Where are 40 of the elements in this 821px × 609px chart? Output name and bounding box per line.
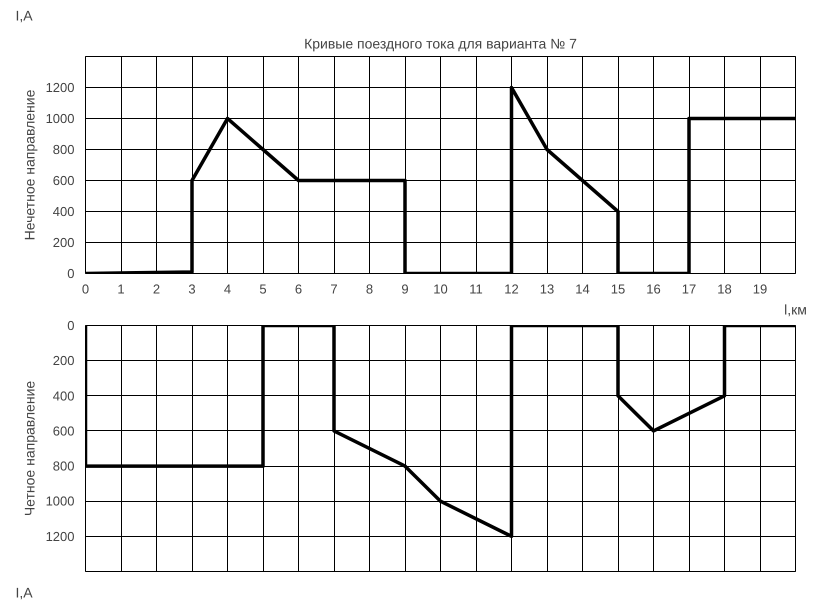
y-tick-label: 800 — [52, 142, 75, 157]
x-tick-label: 4 — [224, 282, 232, 296]
y-tick-label: 1000 — [46, 494, 74, 509]
y-tick-label: 400 — [52, 388, 75, 404]
y-tick-label: 600 — [52, 173, 75, 188]
y-tick-label: 400 — [52, 204, 75, 219]
x-tick-label: 16 — [646, 282, 661, 296]
x-tick-label: 9 — [401, 282, 409, 296]
y-tick-label: 1200 — [46, 528, 74, 544]
chart-title: Кривые поездного тока для варианта № 7 — [304, 36, 578, 52]
y-tick-label: 1000 — [46, 111, 74, 126]
y-axis-title: Нечетное направление — [22, 89, 38, 240]
x-tick-label: 19 — [752, 282, 768, 296]
y-axis-title: Четное направление — [22, 380, 38, 516]
text: I,A — [16, 584, 34, 600]
x-tick-label: 8 — [366, 282, 374, 296]
x-tick-label: 2 — [152, 282, 160, 296]
x-tick-label: 11 — [469, 282, 483, 296]
x-tick-label: 0 — [82, 282, 90, 296]
y-tick-label: 0 — [67, 318, 75, 333]
x-tick-label: 7 — [330, 282, 338, 296]
x-tick-label: 6 — [294, 282, 302, 296]
x-tick-label: 18 — [717, 282, 732, 296]
x-tick-label: 5 — [259, 282, 267, 296]
x-tick-label: 14 — [575, 282, 590, 296]
y-tick-label: 200 — [52, 235, 75, 250]
x-axis-title: l,км — [784, 302, 807, 318]
x-tick-label: 1 — [117, 282, 125, 296]
x-tick-label: 17 — [682, 282, 696, 296]
y-tick-label: 600 — [52, 423, 75, 438]
y-tick-label: 800 — [52, 458, 75, 474]
x-tick-label: 13 — [540, 282, 554, 296]
y-tick-label: 0 — [67, 266, 75, 281]
x-tick-label: 10 — [433, 282, 448, 296]
y-tick-label: 200 — [52, 353, 75, 368]
text: I,A — [16, 8, 34, 24]
x-tick-label: 15 — [610, 282, 626, 296]
y-tick-label: 1200 — [46, 80, 74, 95]
x-tick-label: 3 — [188, 282, 196, 296]
x-tick-label: 12 — [504, 282, 519, 296]
